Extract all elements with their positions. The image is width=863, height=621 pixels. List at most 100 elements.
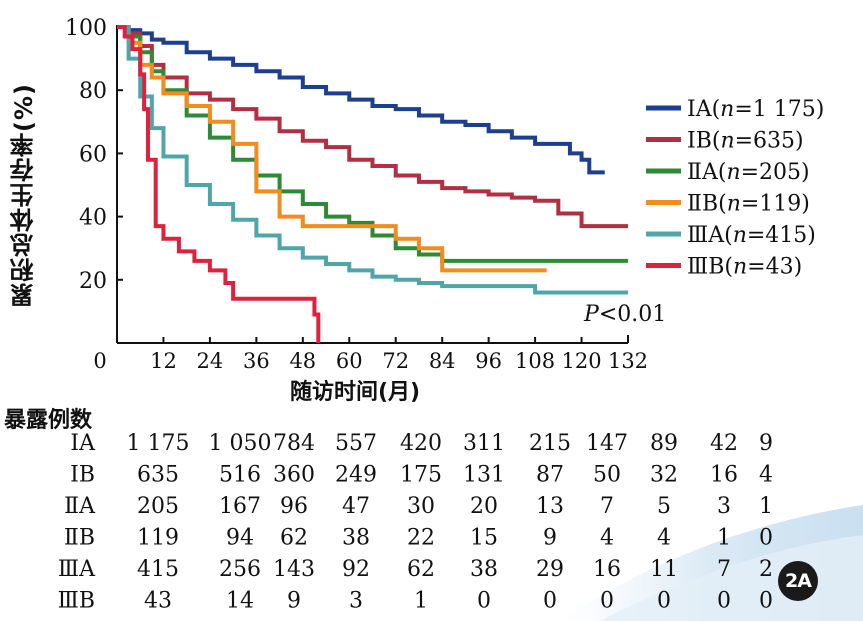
risk-cell: 29 [536,557,564,582]
risk-cell: 0 [657,589,671,614]
risk-row-label: ⅡB [64,526,95,551]
risk-cell: 16 [710,463,738,488]
risk-cell: 62 [280,526,308,551]
series-line-1 [117,25,605,175]
risk-cell: 0 [717,589,731,614]
legend-label-part: ⅢA( [687,223,733,248]
x-tick-label: 0 [93,349,106,373]
risk-cell: 167 [219,494,261,519]
risk-cell: 256 [219,557,261,582]
risk-cell: 50 [593,463,621,488]
risk-cell: 43 [144,589,172,614]
risk-cell: 5 [657,494,671,519]
series-line-2 [117,25,628,229]
risk-cell: 635 [137,463,179,488]
risk-cell: 1 050 [209,431,272,456]
legend-label-part: ⅢB( [687,255,733,280]
risk-cell: 205 [137,494,179,519]
y-tick-label: 40 [79,206,107,231]
risk-cell: 7 [717,557,731,582]
risk-cell: 3 [349,589,363,614]
legend-label-part: =119) [741,192,810,217]
x-tick-label: 72 [382,349,409,373]
risk-cell: 4 [759,463,773,488]
risk-row-label: ⅡA [64,494,96,519]
x-tick-label: 60 [336,349,363,373]
risk-cell: 38 [470,557,498,582]
risk-row-label: ⅢB [58,589,95,614]
x-axis-label: 随访时间(月) [289,380,421,405]
risk-cell: 415 [137,557,179,582]
legend-label-part: =205) [741,160,810,185]
risk-cell: 62 [407,557,435,582]
risk-cell: 1 [414,589,428,614]
legend-label-part: n [733,255,747,280]
risk-cell: 0 [543,589,557,614]
y-tick-label: 20 [79,269,107,294]
legend-label: ⅠB(n=635) [687,129,804,154]
risk-cell: 360 [273,463,315,488]
risk-cell: 131 [463,463,505,488]
legend-label-part: n [720,129,734,154]
risk-cell: 32 [650,463,678,488]
risk-cell: 13 [536,494,564,519]
risk-cell: 0 [759,589,773,614]
risk-cell: 3 [717,494,731,519]
legend-label: ⅡA(n=205) [687,160,810,185]
risk-cell: 11 [650,557,678,582]
series-line-6 [117,25,321,343]
risk-cell: 30 [407,494,435,519]
legend-label-part: =1 175) [734,97,824,122]
risk-cell: 4 [657,526,671,551]
risk-cell: 175 [400,463,442,488]
risk-cell: 420 [400,431,442,456]
risk-cell: 4 [600,526,614,551]
legend-label-part: =43) [747,255,802,280]
legend-label-part: =415) [747,223,816,248]
risk-row-label: ⅠB [70,463,95,488]
risk-table-title: 暴露例数 [4,408,93,433]
legend-label: ⅠA(n=1 175) [687,97,824,122]
y-tick-label: 100 [65,16,107,41]
risk-cell: 87 [536,463,564,488]
legend-label-part: ⅡA( [687,160,726,185]
x-tick-label: 108 [515,349,555,373]
legend-label-part: n [726,160,740,185]
risk-cell: 215 [529,431,571,456]
risk-cell: 20 [470,494,498,519]
risk-cell: 14 [226,589,254,614]
risk-cell: 92 [342,557,370,582]
x-tick-label: 12 [150,349,177,373]
risk-cell: 516 [219,463,261,488]
risk-cell: 15 [470,526,498,551]
risk-cell: 7 [600,494,614,519]
risk-cell: 1 175 [127,431,190,456]
risk-row-label: ⅢA [58,557,96,582]
y-tick-label: 80 [79,79,107,104]
risk-cell: 9 [287,589,301,614]
x-tick-label: 24 [197,349,224,373]
x-tick-label: 96 [475,349,502,373]
series-line-4 [117,25,547,273]
risk-cell: 143 [273,557,315,582]
y-axis-label: 累积总体生存率(%) [10,83,38,307]
risk-cell: 147 [586,431,628,456]
risk-cell: 557 [335,431,377,456]
risk-cell: 0 [477,589,491,614]
risk-cell: 249 [335,463,377,488]
risk-cell: 89 [650,431,678,456]
risk-cell: 9 [759,431,773,456]
x-tick-label: 84 [429,349,456,373]
x-tick-label: 132 [608,349,648,373]
legend-label-part: ⅠB( [687,129,720,154]
p-value-annotation: P<0.01 [584,302,667,327]
x-tick-label: 48 [289,349,316,373]
risk-cell: 0 [759,526,773,551]
risk-cell: 94 [226,526,254,551]
risk-cell: 0 [600,589,614,614]
x-tick-label: 120 [561,349,601,373]
legend-label-part: n [720,97,734,122]
y-tick-label: 60 [79,142,107,167]
risk-cell: 2 [759,557,773,582]
